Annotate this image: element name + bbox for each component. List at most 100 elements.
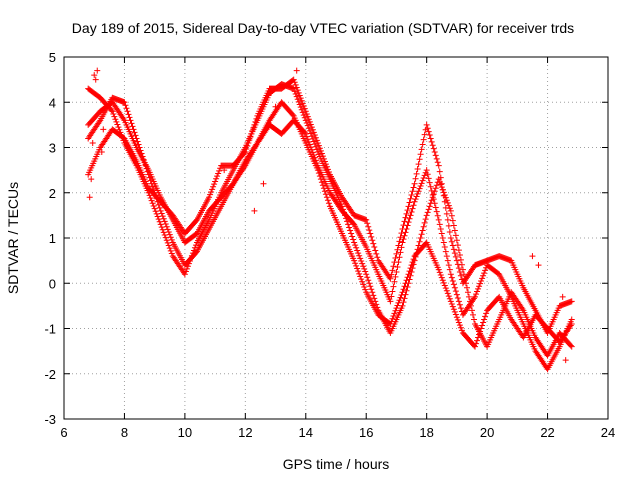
data-point [305,116,312,123]
data-point [294,87,301,94]
data-point [301,129,308,136]
data-point [309,135,316,142]
data-point [307,130,314,137]
data-point [411,180,418,187]
data-point [311,132,318,139]
data-point [446,295,453,302]
data-point [454,316,461,323]
data-point [306,118,313,125]
data-point [456,268,463,275]
data-point [164,239,171,246]
data-point [309,126,316,133]
data-point [448,300,455,307]
x-tick-label: 14 [299,425,313,440]
data-point [452,311,459,318]
data-point [452,288,459,295]
data-point [98,149,105,156]
data-point [568,316,575,323]
data-point [477,280,484,287]
data-point [115,124,122,131]
data-point [302,117,309,124]
data-point [324,197,331,204]
data-point [361,265,368,272]
data-point [415,242,422,249]
data-point [390,263,397,270]
data-point [423,167,430,174]
data-point [163,223,170,230]
data-point [354,247,361,254]
data-point [347,227,354,234]
data-point [148,197,155,204]
data-point [427,183,434,190]
data-point [455,247,462,254]
data-point [310,138,317,145]
data-point [410,261,417,268]
data-point [414,246,421,253]
data-point [305,138,312,145]
data-point [453,291,460,298]
data-point [165,242,172,249]
data-point [133,135,140,142]
data-point [444,216,451,223]
data-point [535,262,542,269]
data-point [439,186,446,193]
data-point [472,343,479,350]
data-point [303,133,310,140]
data-point [358,258,365,265]
data-point [360,281,367,288]
data-point [529,253,536,260]
data-point [369,237,376,244]
data-point [248,130,255,137]
data-point [243,146,250,153]
data-point [445,262,452,269]
data-point [290,85,297,92]
data-point [214,173,221,180]
data-point [420,175,427,182]
data-point [425,128,432,135]
data-point [359,260,366,267]
data-point [304,113,311,120]
data-point [391,278,398,285]
data-point [567,342,574,349]
data-point [324,166,331,173]
data-point [432,204,439,211]
data-point [311,154,318,161]
data-point [305,125,312,132]
data-point [308,133,315,140]
data-point [426,132,433,139]
data-point [165,228,172,235]
data-point [362,268,369,275]
data-point [302,130,309,137]
data-point [298,106,305,113]
data-point [160,229,167,236]
data-point [352,260,359,267]
data-point [292,81,299,88]
data-point [562,357,569,364]
data-point [363,216,370,223]
data-point [126,114,133,121]
data-point [391,310,398,317]
data-point [421,172,428,179]
data-point [370,240,377,247]
data-point [457,256,464,263]
data-point [447,271,454,278]
data-point [86,194,93,201]
data-point [290,76,297,83]
data-point [479,275,486,282]
data-point [474,288,481,295]
x-axis-label: GPS time / hours [283,456,390,472]
data-point [122,102,129,109]
data-point [394,302,401,309]
y-tick-labels: -3 -2 -1 0 1 2 3 4 5 [44,50,56,427]
data-point [415,188,422,195]
data-point [296,101,303,108]
data-point [89,139,96,146]
data-point [139,153,146,160]
data-point [559,293,566,300]
data-point [481,270,488,277]
data-point [353,244,360,251]
data-point [209,186,216,193]
data-point [372,247,379,254]
data-point [322,191,329,198]
data-point [242,149,249,156]
